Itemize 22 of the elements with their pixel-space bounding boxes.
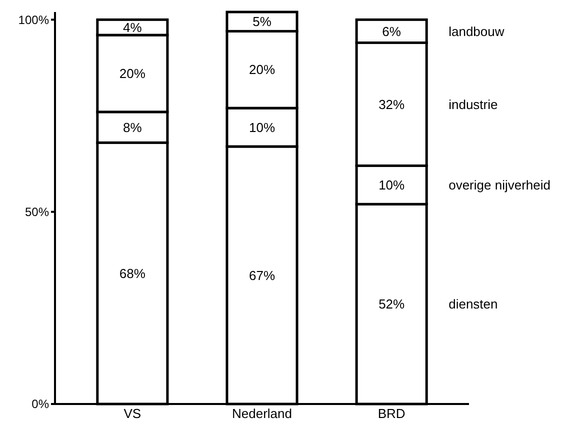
- data-label: 20%: [119, 66, 146, 82]
- series-label: landbouw: [448, 24, 505, 39]
- x-tick-label: Nederland: [232, 406, 292, 421]
- series-label: overige nijverheid: [448, 177, 551, 192]
- data-label: 8%: [123, 120, 142, 135]
- data-label: 32%: [378, 96, 406, 112]
- y-tick-label: 0%: [32, 397, 50, 412]
- data-label: 4%: [123, 20, 142, 35]
- x-tick-label: BRD: [378, 406, 406, 421]
- series-label: industrie: [448, 96, 498, 112]
- data-label: 68%: [119, 266, 146, 281]
- series-label: diensten: [448, 296, 498, 312]
- data-label: 52%: [378, 296, 406, 312]
- data-label: 10%: [378, 177, 406, 192]
- data-label: 5%: [252, 14, 272, 30]
- y-tick-label: 100%: [18, 12, 50, 27]
- data-label: 10%: [248, 120, 276, 135]
- x-tick-label: VS: [124, 406, 142, 421]
- data-label: 6%: [382, 24, 402, 39]
- data-label: 20%: [248, 62, 276, 78]
- data-label: 67%: [248, 268, 276, 283]
- y-tick-label: 50%: [24, 205, 50, 220]
